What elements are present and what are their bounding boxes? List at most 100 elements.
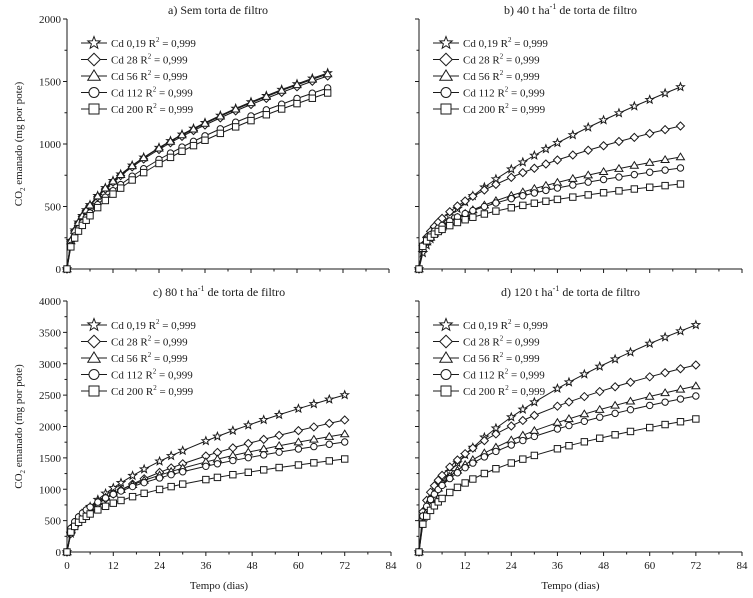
data-point-circle	[213, 460, 222, 468]
x-axis-label: Tempo (dias)	[190, 580, 249, 592]
series-circle	[415, 164, 685, 273]
legend-series-name: Cd 112	[111, 88, 145, 100]
data-point-square	[167, 482, 175, 491]
data-point-square	[323, 89, 332, 97]
legend-marker-triangle	[438, 69, 454, 81]
legend-r2-superscript: 2	[508, 36, 512, 44]
data-point-star	[552, 382, 563, 394]
data-point-square	[139, 168, 148, 177]
data-point-triangle	[177, 130, 187, 139]
data-point-circle	[661, 166, 669, 174]
data-point-circle	[626, 405, 635, 414]
data-point-diamond	[552, 401, 563, 411]
data-point-triangle	[100, 183, 111, 192]
data-point-square	[86, 212, 94, 220]
panel-c: c) 80 t ha-1 de torta de filtro 0 12 24 36 48…	[13, 284, 397, 592]
data-point-square	[519, 455, 527, 463]
data-point-triangle	[324, 431, 335, 440]
data-point-square	[67, 528, 75, 536]
y-tick-label: 4000	[39, 296, 62, 308]
y-tick-label: 3000	[39, 359, 62, 371]
data-point-triangle	[154, 143, 164, 152]
x-tick-label: 60	[644, 560, 656, 572]
data-point-circle	[692, 392, 700, 400]
legend-r2-superscript: 2	[505, 368, 509, 376]
series-diamond	[414, 121, 686, 274]
legend-series-name: Cd 112	[463, 88, 497, 100]
data-point-square	[646, 423, 654, 432]
data-point-triangle	[188, 124, 199, 133]
data-point-square	[310, 459, 318, 467]
data-point-square	[507, 204, 515, 212]
data-point-star	[644, 94, 656, 105]
data-point-circle	[260, 451, 268, 459]
data-point-triangle	[127, 161, 138, 170]
data-point-star	[115, 477, 127, 488]
data-point-diamond	[491, 179, 501, 190]
y-tick-label: 1500	[39, 77, 62, 89]
series-square	[63, 89, 332, 273]
legend-series-name: Cd 0,19	[111, 320, 149, 332]
data-point-square	[155, 485, 164, 494]
data-point-square	[179, 480, 187, 488]
data-point-square	[661, 420, 669, 429]
data-point-circle	[480, 202, 489, 211]
legend-marker-square	[440, 103, 452, 115]
legend-r2-superscript: 2	[505, 86, 509, 94]
data-point-diamond	[552, 155, 563, 165]
data-point-star	[200, 435, 212, 446]
data-point-triangle	[644, 391, 655, 400]
data-point-star	[629, 100, 640, 111]
y-axis-label-co: CO	[13, 473, 25, 488]
legend-label: Cd 200 R2 = 0,999	[111, 102, 194, 116]
data-point-diamond	[518, 415, 528, 426]
data-point-circle	[480, 453, 489, 461]
panel-title-main: c) 80 t ha	[153, 285, 199, 299]
data-point-circle	[507, 194, 515, 203]
data-point-star	[242, 419, 254, 430]
y-tick-label: 2000	[39, 14, 62, 26]
data-point-square	[630, 185, 639, 193]
data-point-circle	[430, 490, 439, 498]
legend-r2-label: R	[492, 55, 500, 67]
data-point-square	[661, 181, 669, 190]
legend-r2-superscript: 2	[505, 384, 509, 392]
data-point-diamond	[460, 196, 470, 206]
legend-marker-circle	[88, 369, 100, 380]
data-point-circle	[599, 175, 608, 184]
data-point-star	[517, 156, 529, 167]
data-point-circle	[580, 417, 589, 425]
data-point-square	[155, 159, 163, 168]
data-point-circle	[229, 456, 237, 465]
data-point-square	[646, 183, 654, 191]
x-tick-label: 12	[460, 560, 471, 572]
data-point-star	[613, 107, 625, 118]
data-point-diamond	[564, 397, 574, 407]
legend-r2-label: R	[492, 353, 500, 365]
legend-marker-star	[86, 317, 102, 332]
legend-r2-label: R	[145, 370, 153, 382]
legend-r2-label: R	[498, 386, 506, 398]
data-point-diamond	[468, 191, 478, 201]
legend-r2-superscript: 2	[500, 69, 504, 77]
legend-r2-label: R	[501, 320, 509, 332]
data-point-square	[201, 136, 209, 144]
legend-r2-label: R	[145, 88, 153, 100]
data-point-triangle	[660, 388, 670, 397]
legend-marker-diamond	[439, 334, 453, 349]
y-tick-label: 500	[45, 516, 62, 528]
data-point-square	[626, 427, 635, 436]
data-point-diamond	[529, 410, 540, 421]
data-point-circle	[453, 469, 462, 477]
legend-marker-square	[440, 385, 452, 397]
data-point-triangle	[276, 85, 287, 94]
legend-marker-star	[86, 35, 102, 50]
series-star	[413, 81, 686, 274]
data-point-circle	[519, 436, 527, 445]
series-line	[418, 86, 681, 270]
data-point-square	[294, 461, 303, 469]
legend-r2-label: R	[149, 38, 157, 50]
data-point-diamond	[595, 386, 605, 397]
legend-r2-label: R	[140, 337, 148, 349]
legend-r2-superscript: 2	[156, 318, 160, 326]
